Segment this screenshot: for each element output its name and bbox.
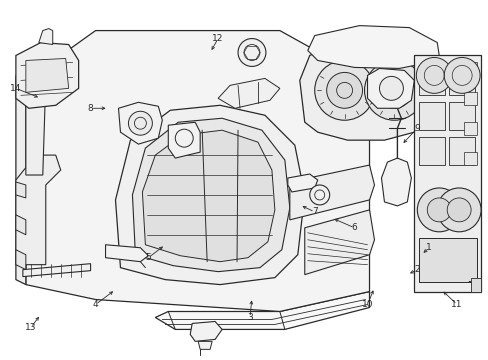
Polygon shape bbox=[142, 130, 274, 262]
Polygon shape bbox=[16, 250, 26, 270]
Polygon shape bbox=[168, 122, 200, 158]
Polygon shape bbox=[16, 75, 26, 285]
Polygon shape bbox=[115, 105, 304, 285]
Polygon shape bbox=[16, 215, 26, 235]
Polygon shape bbox=[448, 137, 474, 165]
Polygon shape bbox=[155, 292, 369, 329]
Polygon shape bbox=[16, 42, 79, 108]
Polygon shape bbox=[307, 26, 438, 68]
Circle shape bbox=[447, 198, 470, 222]
Text: 11: 11 bbox=[450, 300, 462, 309]
Polygon shape bbox=[16, 182, 26, 198]
Circle shape bbox=[416, 188, 460, 232]
Polygon shape bbox=[190, 321, 222, 341]
Text: 1: 1 bbox=[426, 243, 431, 252]
Polygon shape bbox=[419, 67, 444, 95]
Polygon shape bbox=[132, 118, 289, 272]
Text: 9: 9 bbox=[414, 124, 419, 133]
Polygon shape bbox=[26, 66, 71, 175]
Circle shape bbox=[376, 72, 411, 108]
Text: 13: 13 bbox=[25, 323, 37, 332]
Polygon shape bbox=[463, 92, 476, 105]
Circle shape bbox=[379, 76, 403, 100]
Text: 7: 7 bbox=[311, 207, 317, 216]
Polygon shape bbox=[463, 122, 476, 135]
Polygon shape bbox=[299, 39, 433, 140]
Circle shape bbox=[364, 60, 424, 120]
Polygon shape bbox=[39, 28, 53, 45]
Polygon shape bbox=[463, 152, 476, 165]
Polygon shape bbox=[304, 210, 374, 275]
Polygon shape bbox=[287, 174, 317, 192]
Text: 10: 10 bbox=[361, 300, 372, 309]
Polygon shape bbox=[289, 165, 374, 220]
Circle shape bbox=[314, 60, 374, 120]
Text: 6: 6 bbox=[351, 223, 357, 232]
Polygon shape bbox=[448, 102, 474, 130]
Polygon shape bbox=[16, 155, 61, 265]
Polygon shape bbox=[419, 238, 476, 282]
Text: 2: 2 bbox=[414, 265, 419, 274]
Circle shape bbox=[427, 198, 450, 222]
Circle shape bbox=[443, 58, 479, 93]
Text: 14: 14 bbox=[10, 84, 21, 93]
Polygon shape bbox=[26, 31, 369, 311]
Polygon shape bbox=[470, 278, 480, 292]
Polygon shape bbox=[198, 341, 212, 349]
Polygon shape bbox=[419, 137, 444, 165]
Circle shape bbox=[309, 185, 329, 205]
Polygon shape bbox=[419, 102, 444, 130]
Polygon shape bbox=[413, 55, 480, 292]
Polygon shape bbox=[381, 158, 410, 206]
Text: 12: 12 bbox=[212, 34, 224, 43]
Polygon shape bbox=[26, 58, 68, 92]
Circle shape bbox=[326, 72, 362, 108]
Text: 4: 4 bbox=[93, 300, 98, 309]
Circle shape bbox=[128, 111, 152, 135]
Text: 8: 8 bbox=[87, 104, 93, 113]
Polygon shape bbox=[367, 68, 413, 108]
Polygon shape bbox=[218, 78, 279, 108]
Polygon shape bbox=[23, 264, 90, 276]
Polygon shape bbox=[448, 67, 474, 95]
Polygon shape bbox=[118, 102, 162, 144]
Polygon shape bbox=[105, 245, 148, 262]
Circle shape bbox=[415, 58, 451, 93]
Circle shape bbox=[238, 39, 265, 67]
Text: 5: 5 bbox=[145, 253, 151, 262]
Circle shape bbox=[436, 188, 480, 232]
Polygon shape bbox=[463, 62, 476, 75]
Text: 3: 3 bbox=[246, 313, 252, 322]
